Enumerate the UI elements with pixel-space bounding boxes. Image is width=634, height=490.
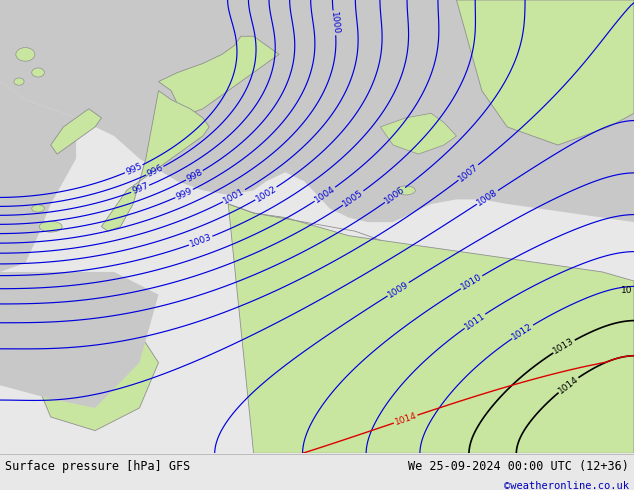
- Text: 998: 998: [184, 167, 204, 184]
- Polygon shape: [228, 204, 634, 453]
- Polygon shape: [51, 109, 101, 154]
- Ellipse shape: [32, 205, 44, 212]
- Polygon shape: [0, 294, 158, 431]
- Text: Surface pressure [hPa] GFS: Surface pressure [hPa] GFS: [5, 460, 190, 473]
- Text: 10: 10: [621, 286, 633, 294]
- Text: 1005: 1005: [341, 188, 365, 208]
- Polygon shape: [456, 0, 634, 145]
- Circle shape: [16, 48, 35, 61]
- Text: 999: 999: [174, 186, 194, 201]
- Text: 1009: 1009: [386, 279, 410, 299]
- Text: 1012: 1012: [510, 322, 534, 342]
- Text: 1001: 1001: [222, 186, 247, 205]
- Polygon shape: [0, 272, 158, 408]
- Text: 997: 997: [131, 182, 150, 196]
- Text: 1014: 1014: [393, 411, 418, 427]
- Text: 1013: 1013: [552, 337, 576, 356]
- Text: 1004: 1004: [313, 184, 337, 204]
- Circle shape: [14, 78, 24, 85]
- Ellipse shape: [39, 221, 62, 232]
- Text: 1003: 1003: [188, 232, 213, 249]
- Text: 1000: 1000: [329, 11, 340, 35]
- Circle shape: [32, 68, 44, 77]
- Text: 995: 995: [124, 161, 143, 176]
- Text: 996: 996: [145, 163, 165, 179]
- Text: 1007: 1007: [456, 162, 480, 183]
- Text: 1010: 1010: [460, 272, 484, 292]
- Text: 1002: 1002: [254, 184, 278, 203]
- Text: 1011: 1011: [463, 311, 487, 331]
- Polygon shape: [0, 82, 76, 272]
- Text: We 25-09-2024 00:00 UTC (12+36): We 25-09-2024 00:00 UTC (12+36): [408, 460, 629, 473]
- Text: 1006: 1006: [383, 185, 407, 205]
- Text: 1014: 1014: [557, 374, 580, 395]
- Polygon shape: [101, 91, 209, 231]
- Ellipse shape: [396, 186, 415, 195]
- Polygon shape: [158, 36, 279, 113]
- Text: ©weatheronline.co.uk: ©weatheronline.co.uk: [504, 481, 629, 490]
- Polygon shape: [0, 0, 634, 222]
- Text: 1008: 1008: [476, 187, 500, 207]
- Polygon shape: [380, 113, 456, 154]
